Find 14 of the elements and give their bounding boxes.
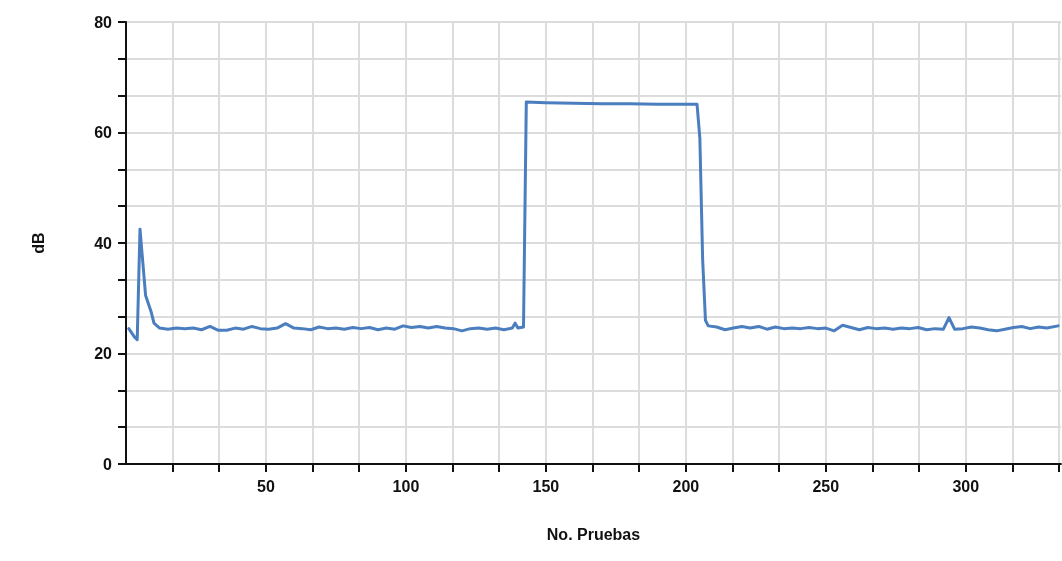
x-axis-title: No. Pruebas xyxy=(546,525,641,543)
y-tick-label: 40 xyxy=(94,234,113,252)
y-tick-label: 60 xyxy=(94,124,113,141)
x-tick-label: 300 xyxy=(952,477,980,495)
x-tick-label: 150 xyxy=(532,477,560,495)
x-tick-label: 100 xyxy=(392,477,420,495)
y-tick-label: 20 xyxy=(94,345,113,362)
x-tick-label: 50 xyxy=(257,477,275,495)
line-series xyxy=(127,100,1060,342)
x-tick-label: 200 xyxy=(672,477,700,495)
y-tick-label: 80 xyxy=(94,13,113,31)
x-tick-label: 250 xyxy=(812,477,840,495)
y-axis-title: dB xyxy=(29,232,47,254)
y-tick-label: 0 xyxy=(103,455,113,473)
